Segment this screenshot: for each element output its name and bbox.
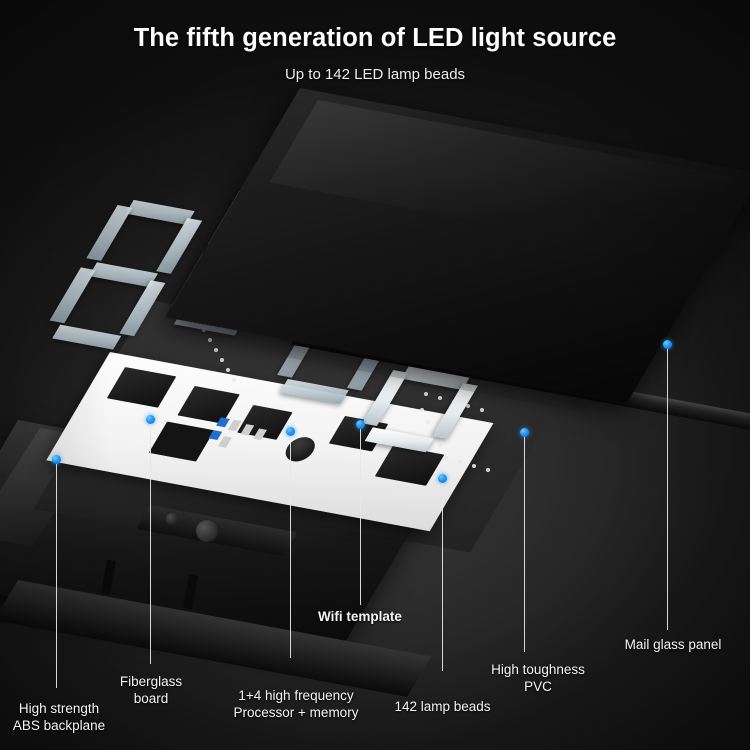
page-subtitle: Up to 142 LED lamp beads: [284, 66, 466, 83]
callout-line-wifi-template: [360, 429, 362, 605]
callout-dot-pvc: [520, 428, 529, 437]
callout-dot-processor: [286, 427, 295, 436]
callout-line-processor: [290, 436, 292, 658]
callout-label-fiberglass: Fiberglass board: [119, 674, 183, 706]
callout-label-wifi-template: Wifi template: [318, 609, 402, 624]
callout-label-glass-panel: Mail glass panel: [624, 637, 722, 652]
callout-dot-fiberglass: [146, 415, 155, 424]
callout-line-fiberglass: [150, 424, 152, 664]
callout-line-pvc: [524, 437, 526, 652]
callout-label-abs-backplane: High strength ABS backplane: [12, 701, 106, 733]
callout-line-lamp-beads: [442, 483, 444, 671]
callout-label-processor: 1+4 high frequency Processor + memory: [233, 688, 359, 720]
speaker-knob: [196, 520, 218, 542]
callout-label-pvc: High toughness PVC: [491, 662, 585, 694]
sensor-port: [166, 513, 178, 525]
callout-line-glass-panel: [667, 349, 669, 630]
callout-dot-lamp-beads: [438, 474, 447, 483]
callout-line-abs-backplane: [56, 464, 58, 688]
callout-dot-glass-panel: [663, 340, 672, 349]
callout-dot-abs-backplane: [52, 455, 61, 464]
page-title: The fifth generation of LED light source: [133, 24, 617, 52]
callout-dot-wifi-template: [356, 420, 365, 429]
callout-label-lamp-beads: 142 lamp beads: [394, 699, 491, 714]
